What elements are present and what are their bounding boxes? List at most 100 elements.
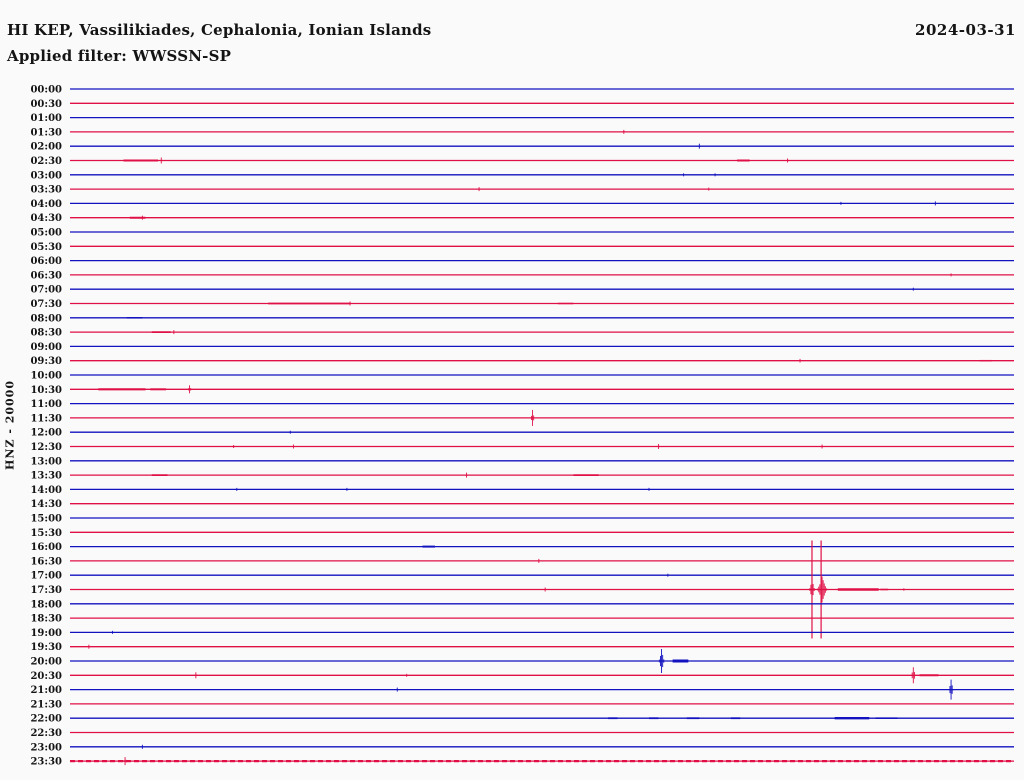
- trace-row-06:30: 06:30: [30, 270, 1014, 281]
- trace-row-13:30: 13:30: [30, 471, 1014, 482]
- trace-row-12:00: 12:00: [30, 428, 1014, 439]
- time-label: 03:00: [30, 170, 62, 181]
- trace-row-07:00: 07:00: [30, 285, 1014, 296]
- trace-row-01:30: 01:30: [30, 127, 1014, 138]
- trace-row-10:00: 10:00: [30, 371, 1014, 382]
- trace-row-14:00: 14:00: [30, 485, 1014, 496]
- time-label: 20:00: [30, 657, 62, 668]
- time-label: 00:30: [30, 99, 62, 110]
- time-label: 14:30: [30, 499, 62, 510]
- trace-row-10:30: 10:30: [30, 385, 1014, 396]
- time-label: 04:30: [30, 213, 62, 224]
- trace-row-19:00: 19:00: [30, 628, 1014, 639]
- trace-row-02:00: 02:00: [30, 142, 1014, 153]
- time-label: 02:00: [30, 142, 62, 153]
- time-label: 18:30: [30, 614, 62, 625]
- trace-row-00:30: 00:30: [30, 99, 1014, 110]
- trace-row-23:30: 23:30: [30, 757, 1014, 768]
- time-label: 19:30: [30, 642, 62, 653]
- time-label: 17:00: [30, 571, 62, 582]
- trace-row-16:30: 16:30: [30, 556, 1014, 567]
- trace-row-16:00: 16:00: [30, 542, 1014, 553]
- time-label: 16:00: [30, 542, 62, 553]
- time-label: 20:30: [30, 671, 62, 682]
- trace-row-20:30: 20:30: [30, 667, 1014, 684]
- time-label: 05:00: [30, 228, 62, 239]
- trace-row-19:30: 19:30: [30, 642, 1014, 653]
- time-label: 19:00: [30, 628, 62, 639]
- trace-row-20:00: 20:00: [30, 649, 1014, 673]
- trace-row-04:00: 04:00: [30, 199, 1014, 210]
- time-label: 12:30: [30, 442, 62, 453]
- time-label: 22:30: [30, 728, 62, 739]
- trace-row-17:30: 17:30: [30, 540, 1014, 639]
- trace-row-03:00: 03:00: [30, 170, 1014, 181]
- time-label: 00:00: [30, 85, 62, 96]
- time-label: 11:00: [30, 399, 62, 410]
- time-label: 16:30: [30, 556, 62, 567]
- time-label: 10:00: [30, 371, 62, 382]
- time-label: 04:00: [30, 199, 62, 210]
- time-label: 23:30: [30, 757, 62, 768]
- trace-row-06:00: 06:00: [30, 256, 1014, 267]
- time-label: 18:00: [30, 599, 62, 610]
- trace-row-21:00: 21:00: [30, 679, 1014, 700]
- trace-row-15:30: 15:30: [30, 528, 1014, 539]
- time-label: 07:30: [30, 299, 62, 310]
- time-label: 02:30: [30, 156, 62, 167]
- trace-row-22:00: 22:00: [30, 714, 1014, 725]
- record-date: 2024-03-31: [915, 21, 1016, 39]
- trace-row-01:00: 01:00: [30, 113, 1014, 124]
- time-label: 03:30: [30, 185, 62, 196]
- time-label: 05:30: [30, 242, 62, 253]
- trace-row-05:00: 05:00: [30, 228, 1014, 239]
- time-label: 15:00: [30, 514, 62, 525]
- trace-row-11:00: 11:00: [30, 399, 1014, 410]
- trace-row-08:00: 08:00: [30, 313, 1014, 324]
- trace-row-15:00: 15:00: [30, 514, 1014, 525]
- time-label: 01:30: [30, 127, 62, 138]
- time-label: 21:30: [30, 699, 62, 710]
- time-label: 17:30: [30, 585, 62, 596]
- station-title: HI KEP, Vassilikiades, Cephalonia, Ionia…: [7, 21, 432, 39]
- trace-row-14:30: 14:30: [30, 499, 1014, 510]
- time-label: 09:30: [30, 356, 62, 367]
- time-label: 08:00: [30, 313, 62, 324]
- time-label: 08:30: [30, 328, 62, 339]
- trace-row-13:00: 13:00: [30, 456, 1014, 467]
- time-label: 14:00: [30, 485, 62, 496]
- time-label: 15:30: [30, 528, 62, 539]
- time-label: 13:30: [30, 471, 62, 482]
- time-label: 23:00: [30, 742, 62, 753]
- time-label: 10:30: [30, 385, 62, 396]
- trace-row-18:30: 18:30: [30, 614, 1014, 625]
- trace-row-03:30: 03:30: [30, 185, 1014, 196]
- filter-label: Applied filter: WWSSN-SP: [7, 47, 232, 65]
- time-label: 21:00: [30, 685, 62, 696]
- trace-row-00:00: 00:00: [30, 85, 1014, 96]
- trace-row-22:30: 22:30: [30, 728, 1014, 739]
- trace-row-21:30: 21:30: [30, 699, 1014, 710]
- trace-row-09:30: 09:30: [30, 356, 1014, 367]
- time-label: 11:30: [30, 413, 62, 424]
- trace-row-05:30: 05:30: [30, 242, 1014, 253]
- trace-row-23:00: 23:00: [30, 742, 1014, 753]
- trace-row-09:00: 09:00: [30, 342, 1014, 353]
- trace-row-11:30: 11:30: [30, 409, 1014, 426]
- trace-row-18:00: 18:00: [30, 599, 1014, 610]
- trace-row-08:30: 08:30: [30, 328, 1014, 339]
- time-label: 13:00: [30, 456, 62, 467]
- time-label: 06:30: [30, 270, 62, 281]
- time-label: 06:00: [30, 256, 62, 267]
- trace-row-07:30: 07:30: [30, 299, 1014, 310]
- trace-row-02:30: 02:30: [30, 156, 1014, 167]
- time-label: 01:00: [30, 113, 62, 124]
- time-label: 09:00: [30, 342, 62, 353]
- trace-row-04:30: 04:30: [30, 213, 1014, 224]
- time-label: 22:00: [30, 714, 62, 725]
- trace-row-12:30: 12:30: [30, 442, 1014, 453]
- trace-row-17:00: 17:00: [30, 571, 1014, 582]
- time-label: 12:00: [30, 428, 62, 439]
- time-label: 07:00: [30, 285, 62, 296]
